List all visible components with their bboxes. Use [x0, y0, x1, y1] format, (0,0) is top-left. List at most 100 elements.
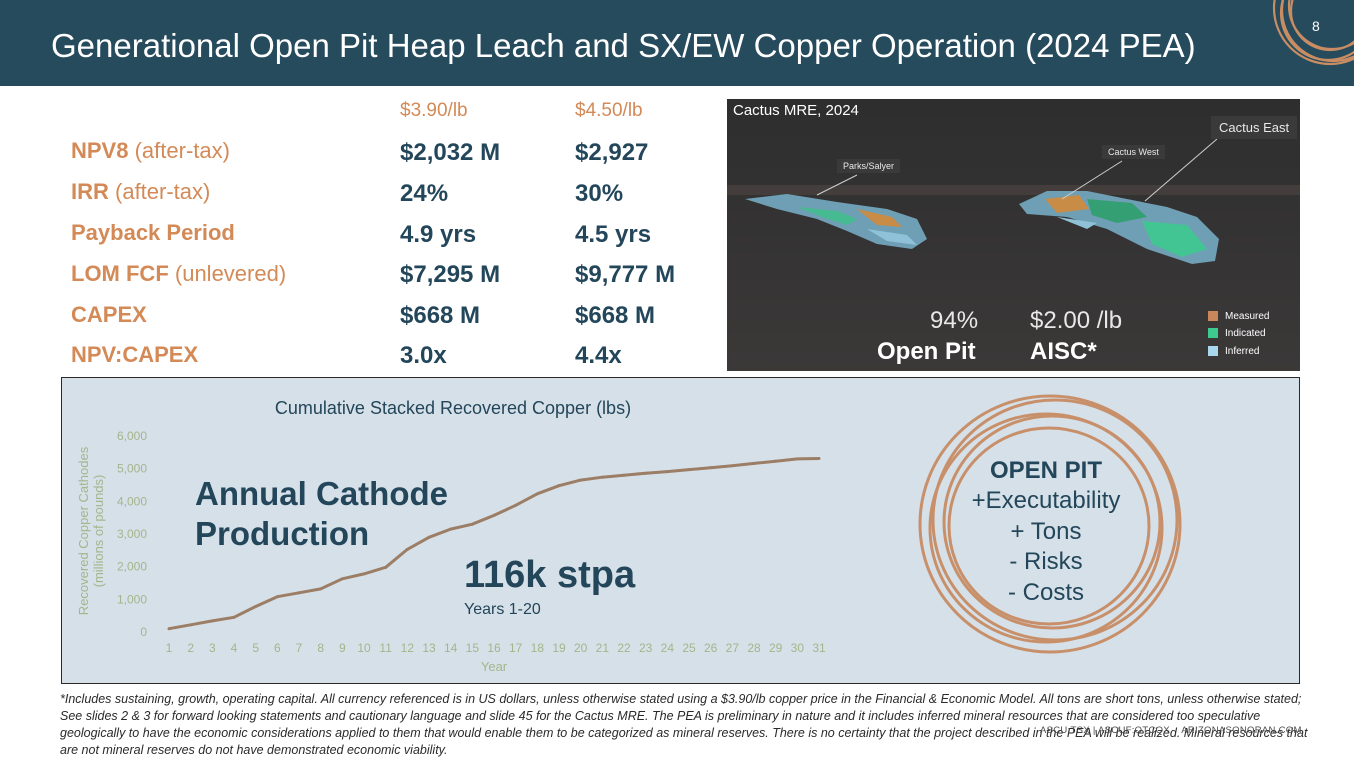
- x-tick-label: 31: [812, 641, 826, 655]
- open-pit-benefits: OPEN PIT +Executability + Tons - Risks -…: [952, 456, 1140, 608]
- open-pit-item: - Costs: [1007, 578, 1084, 606]
- data-point: [232, 615, 236, 619]
- x-tick-label: 5: [252, 641, 259, 655]
- x-tick-label: 30: [791, 641, 805, 655]
- data-point: [600, 475, 604, 479]
- metric-qualifier: (unlevered): [168, 261, 287, 286]
- metric-value: 4.5 yrs: [575, 221, 652, 248]
- metric-label-capex: CAPEX: [71, 302, 147, 328]
- annotation-line: Production: [195, 515, 370, 552]
- data-point: [470, 522, 474, 526]
- x-tick-label: 2: [187, 641, 194, 655]
- data-point: [557, 484, 561, 488]
- open-pit-item: + Tons: [1010, 517, 1082, 545]
- data-point: [817, 457, 821, 461]
- y-tick-label: 3,000: [117, 527, 147, 541]
- annual-cathode-production-label: Annual Cathode Production: [195, 474, 448, 554]
- metric-label-payback: Payback Period: [71, 220, 235, 246]
- legend-measured: Measured: [1208, 309, 1269, 323]
- open-pit-item: +Executability: [971, 487, 1121, 514]
- metric-name: Payback Period: [71, 220, 235, 245]
- x-tick-label: 1: [166, 641, 173, 655]
- map-title: Cactus MRE, 2024: [733, 102, 859, 119]
- x-tick-label: 29: [769, 641, 783, 655]
- metric-label-npv: NPV8 (after-tax): [71, 138, 230, 164]
- footer-contact: ASCU:TSX | ASCUF:OTCQX ARIZONASONORAN.CO…: [1040, 725, 1302, 736]
- x-tick-label: 6: [274, 641, 281, 655]
- open-pit-heading: OPEN PIT: [989, 457, 1103, 484]
- x-tick-label: 10: [357, 641, 371, 655]
- y-axis-label-line: (millions of pounds): [91, 475, 106, 588]
- metric-value: 4.4x: [575, 342, 622, 369]
- metric-name: NPV:CAPEX: [71, 342, 199, 367]
- x-tick-label: 25: [682, 641, 696, 655]
- data-point: [579, 478, 583, 482]
- metric-value: $2,032 M: [400, 139, 501, 166]
- x-tick-label: 15: [466, 641, 480, 655]
- x-tick-label: 20: [574, 641, 588, 655]
- metric-name: LOM FCF: [71, 261, 169, 286]
- map-label-parks-salyer: Parks/Salyer: [837, 159, 901, 173]
- x-tick-label: 24: [661, 641, 675, 655]
- x-tick-label: 22: [617, 641, 631, 655]
- stpa-value: 116k stpa: [464, 554, 636, 596]
- data-point: [709, 466, 713, 470]
- y-tick-label: 4,000: [117, 494, 147, 508]
- deposit-map-panel: Cactus MRE, 2024 Parks/Salyer Cactus Wes…: [727, 99, 1300, 371]
- x-tick-label: 23: [639, 641, 653, 655]
- data-point: [644, 471, 648, 475]
- metric-value: $668 M: [575, 302, 656, 329]
- x-tick-label: 9: [339, 641, 346, 655]
- header-bar: Generational Open Pit Heap Leach and SX/…: [0, 0, 1354, 86]
- metric-value: 3.0x: [400, 342, 447, 369]
- map-label-cactus-west: Cactus West: [1102, 145, 1165, 159]
- x-tick-label: 17: [509, 641, 523, 655]
- data-point: [210, 619, 214, 623]
- x-tick-label: 12: [401, 641, 415, 655]
- metric-label-irr: IRR (after-tax): [71, 179, 210, 205]
- metric-value: $7,295 M: [400, 261, 501, 288]
- metric-name: CAPEX: [71, 302, 147, 327]
- metric-value: $668 M: [400, 302, 481, 329]
- data-point: [427, 535, 431, 539]
- metric-label-fcf: LOM FCF (unlevered): [71, 261, 286, 287]
- price-header-1: $3.90/lb: [400, 100, 468, 121]
- y-tick-label: 2,000: [117, 560, 147, 574]
- metric-value: 4.9 yrs: [400, 221, 477, 248]
- price-header-2: $4.50/lb: [575, 100, 643, 121]
- legend-label: Inferred: [1225, 345, 1260, 357]
- footer-website[interactable]: ARIZONASONORAN.COM: [1181, 725, 1302, 736]
- legend-inferred: Inferred: [1208, 344, 1259, 358]
- aisc-value: $2.00 /lb: [1030, 307, 1123, 334]
- x-tick-label: 16: [487, 641, 501, 655]
- data-point: [687, 468, 691, 472]
- data-point: [254, 605, 258, 609]
- x-tick-label: 4: [231, 641, 238, 655]
- slide-title: Generational Open Pit Heap Leach and SX/…: [51, 27, 1196, 64]
- open-pit-label: Open Pit: [877, 338, 976, 365]
- x-tick-label: 11: [379, 641, 392, 655]
- chart-title: Cumulative Stacked Recovered Copper (lbs…: [275, 398, 631, 418]
- data-point: [340, 577, 344, 581]
- y-tick-label: 0: [140, 625, 147, 639]
- data-point: [362, 572, 366, 576]
- x-tick-label: 26: [704, 641, 718, 655]
- aisc-label: AISC*: [1030, 338, 1097, 365]
- x-tick-label: 7: [296, 641, 303, 655]
- copper-rings-icon: [918, 394, 1182, 654]
- data-point: [167, 627, 171, 631]
- open-pit-percent: 94%: [930, 307, 979, 334]
- annotation-line: Annual Cathode: [195, 475, 448, 512]
- metric-name: NPV8: [71, 138, 129, 163]
- x-tick-label: 8: [317, 641, 324, 655]
- metric-value: $9,777 M: [575, 261, 676, 288]
- metric-value: $2,927: [575, 139, 649, 166]
- metric-qualifier: (after-tax): [128, 138, 230, 163]
- decorative-rings-icon: [1272, 0, 1354, 66]
- y-tick-label: 1,000: [117, 592, 147, 606]
- data-point: [622, 473, 626, 477]
- metric-name: IRR: [71, 179, 109, 204]
- page-number: 8: [1312, 18, 1320, 34]
- legend-indicated: Indicated: [1208, 326, 1266, 340]
